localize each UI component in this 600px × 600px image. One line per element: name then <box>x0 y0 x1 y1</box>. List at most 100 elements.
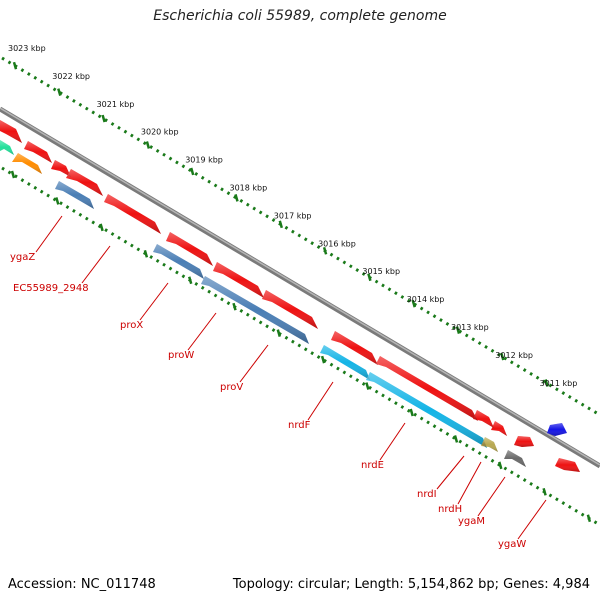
genome-backbone-highlight <box>0 107 600 466</box>
leader-line <box>477 476 506 517</box>
ruler-label: 3018 kbp <box>230 184 268 193</box>
outer-scale-ruler <box>1 56 600 417</box>
ruler-label: 3011 kbp <box>540 379 578 388</box>
inner-ruler-tick <box>99 223 104 232</box>
ruler-tick <box>367 273 372 282</box>
inner-scale-ruler <box>1 166 600 527</box>
inner-ticks <box>10 170 592 523</box>
inner-ruler-tick <box>586 514 592 523</box>
gene-label: nrdI <box>417 489 437 500</box>
ruler-tick <box>101 114 106 123</box>
inner-ruler-tick <box>453 435 459 443</box>
inner-ruler-tick <box>187 276 193 285</box>
gene-arrow-shade <box>12 153 42 174</box>
ruler-labels: 3023 kbp 3022 kbp 3021 kbp 3020 kbp 3019 kbp… <box>8 44 577 388</box>
inner-ruler-tick <box>143 249 149 258</box>
leader-line <box>379 422 406 461</box>
ruler-tick <box>12 61 18 70</box>
gene-arrow-shade <box>0 140 14 155</box>
ruler-tick <box>322 246 328 255</box>
inner-ruler-tick <box>542 487 547 496</box>
ruler-label: 3017 kbp <box>274 211 312 220</box>
leader-line <box>517 499 547 540</box>
ruler-label: 3016 kbp <box>318 239 356 248</box>
ruler-tick <box>500 352 505 361</box>
gene-label: proV <box>220 382 243 393</box>
gene-label: proW <box>168 350 194 361</box>
ruler-label: 3022 kbp <box>52 72 90 81</box>
gene-arrow-shade <box>473 410 494 428</box>
inner-ruler-tick <box>498 461 503 470</box>
accession-text: Accession: NC_011748 <box>8 577 156 592</box>
gene-arrow-shade <box>201 276 309 344</box>
ruler-label: 3021 kbp <box>97 100 135 109</box>
gene-arrow-shade <box>547 423 567 436</box>
gene-arrow-shade <box>555 458 580 472</box>
label-leader-lines <box>35 215 547 540</box>
gene-labels: ygaZ EC55989_2948 proX proW proV nrdF nr… <box>10 252 526 550</box>
leader-line <box>239 344 269 383</box>
gene-arrow-shade <box>514 436 534 447</box>
gene-label: ygaM <box>458 516 485 527</box>
leader-line <box>81 245 111 284</box>
leader-line <box>139 282 169 321</box>
inner-ruler-tick <box>55 197 60 205</box>
ruler-tick <box>544 379 549 387</box>
gene-arrow-shade <box>331 331 378 365</box>
ruler-label: 3019 kbp <box>185 156 223 165</box>
ruler-tick <box>189 167 195 176</box>
ruler-tick <box>278 220 284 229</box>
leader-line <box>35 215 63 253</box>
gene-arrow-shade <box>104 194 161 234</box>
inner-ruler-tick <box>232 302 237 311</box>
gene-arrow-shade <box>24 141 52 163</box>
gene-label: proX <box>120 320 143 331</box>
ruler-tick <box>145 141 151 149</box>
gene-arrow-shade <box>481 437 498 452</box>
gene-arrow-shade <box>213 262 264 298</box>
topology-text: Topology: circular; Length: 5,154,862 bp… <box>232 577 590 592</box>
gene-arrow-shade <box>491 421 507 436</box>
ruler-tick <box>234 194 239 202</box>
leader-line <box>457 461 482 505</box>
inner-ruler-tick <box>409 408 414 417</box>
ruler-tick <box>455 326 461 334</box>
gene-label: nrdF <box>288 420 311 431</box>
inner-ruler-tick <box>365 382 370 390</box>
inner-ruler-tick <box>10 170 16 179</box>
ruler-tick <box>57 88 62 96</box>
ruler-label: 3012 kbp <box>495 351 533 360</box>
ruler-label: 3015 kbp <box>362 267 400 276</box>
gene-arrow-shade <box>153 244 204 279</box>
gene-features-shading <box>0 120 580 472</box>
gene-arrow-shade <box>0 120 22 143</box>
gene-arrow-shade <box>166 232 213 266</box>
inner-ruler-tick <box>276 329 282 337</box>
gene-arrow-shade <box>51 160 71 177</box>
gene-arrow-shade <box>55 181 94 209</box>
ruler-label: 3023 kbp <box>8 44 46 53</box>
ruler-label: 3013 kbp <box>451 323 489 332</box>
leader-line <box>307 381 334 421</box>
gene-arrow-shade <box>376 356 478 421</box>
gene-label: ygaW <box>498 539 526 550</box>
ruler-label: 3020 kbp <box>141 128 179 137</box>
ruler-tick <box>411 299 416 308</box>
gene-arrow-shade <box>366 372 487 448</box>
gene-arrow-shade <box>66 169 103 196</box>
gene-label: nrdE <box>361 460 384 471</box>
inner-ruler-tick <box>320 355 326 364</box>
leader-line <box>187 312 217 351</box>
gene-arrow-shade <box>262 290 318 329</box>
gene-label: ygaZ <box>10 252 35 263</box>
map-title: Escherichia coli 55989, complete genome <box>153 8 447 24</box>
ruler-label: 3014 kbp <box>407 295 445 304</box>
gene-arrow-shade <box>504 450 526 467</box>
genome-backbone <box>0 106 600 469</box>
ruler-ticks <box>12 61 549 387</box>
gene-label: EC55989_2948 <box>13 283 89 294</box>
gene-label: nrdH <box>438 504 462 515</box>
gene-arrow-shade <box>320 345 370 380</box>
leader-line <box>436 455 465 490</box>
